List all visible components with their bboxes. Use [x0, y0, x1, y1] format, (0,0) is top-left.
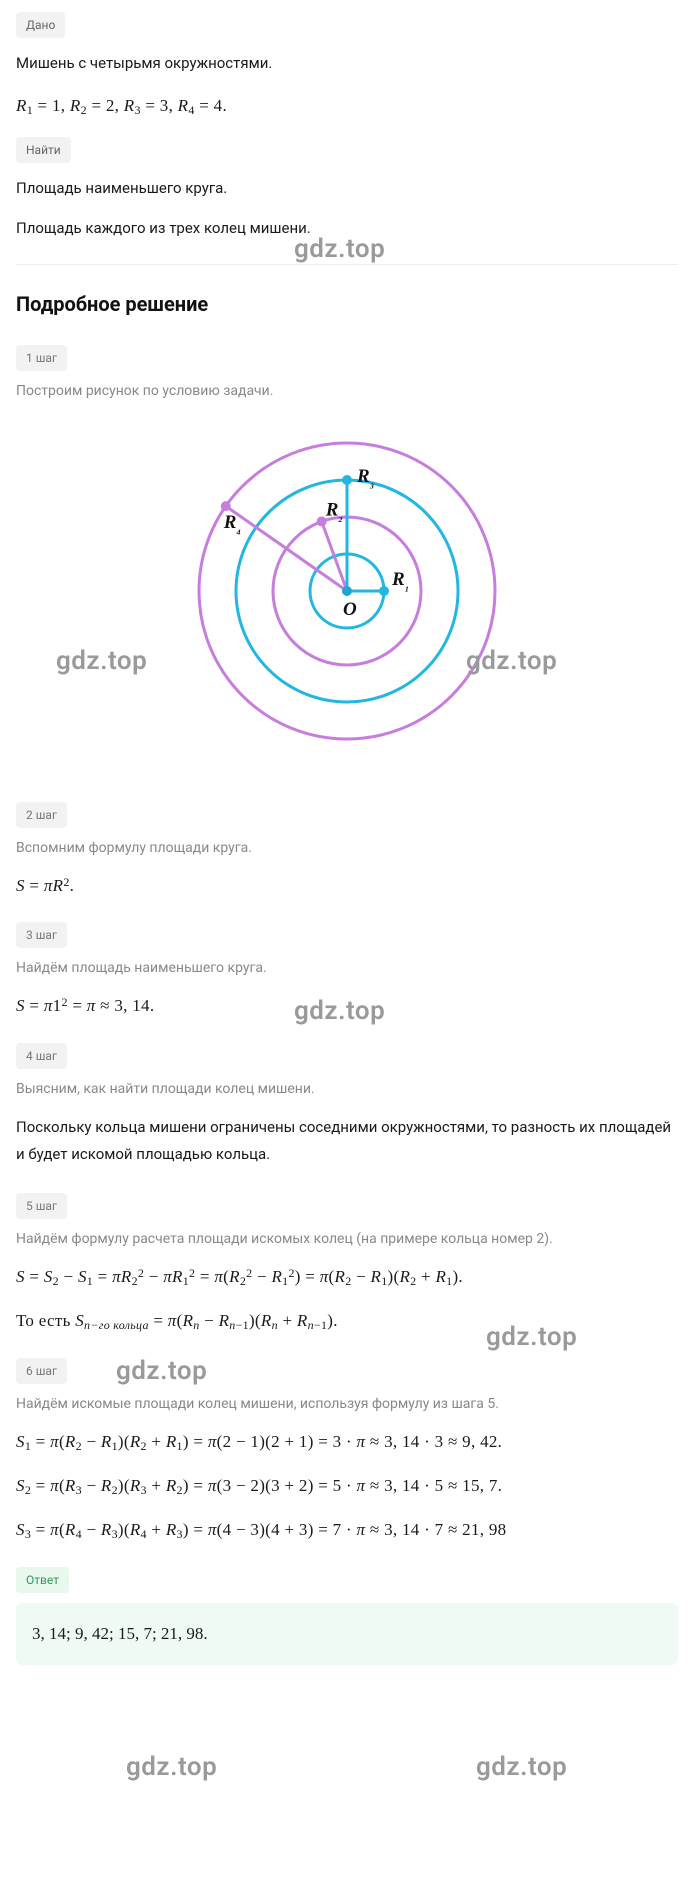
diagram-container: R₁R₂R₃R₄O — [16, 416, 678, 776]
step2-formula: S = πR2. — [16, 873, 678, 899]
svg-text:R₁: R₁ — [391, 569, 409, 592]
svg-text:R₃: R₃ — [356, 466, 374, 489]
find-tag: Найти — [16, 137, 71, 163]
step2-tag: 2 шаг — [16, 802, 67, 828]
find-line1: Площадь наименьшего круга. — [16, 177, 678, 200]
step2-desc: Вспомним формулу площади круга. — [16, 838, 678, 859]
watermark: gdz.top — [116, 1352, 207, 1391]
step3-desc: Найдём площадь наименьшего круга. — [16, 958, 678, 979]
step4-body: Поскольку кольца мишени ограничены сосед… — [16, 1114, 678, 1170]
step5-formula1: S = S2 − S1 = πR22 − πR12 = π(R22 − R12)… — [16, 1264, 678, 1290]
given-tag: Дано — [16, 12, 65, 38]
given-formula: R1 = 1, R2 = 2, R3 = 3, R4 = 4. — [16, 93, 678, 119]
divider — [16, 264, 678, 265]
step6-f2: S2 = π(R3 − R2)(R3 + R2) = π(3 − 2)(3 + … — [16, 1473, 678, 1499]
step1-tag: 1 шаг — [16, 345, 67, 371]
step5-tag: 5 шаг — [16, 1193, 67, 1219]
step6-f1: S1 = π(R2 − R1)(R2 + R1) = π(2 − 1)(2 + … — [16, 1429, 678, 1455]
step1-desc: Построим рисунок по условию задачи. — [16, 381, 678, 402]
watermark: gdz.top — [126, 1748, 217, 1787]
step4-tag: 4 шаг — [16, 1043, 67, 1069]
step3-formula: S = π12 = π ≈ 3, 14. — [16, 993, 678, 1019]
step3-tag: 3 шаг — [16, 922, 67, 948]
step6-desc: Найдём искомые площади колец мишени, исп… — [16, 1394, 678, 1415]
solution-heading: Подробное решение — [16, 289, 678, 319]
svg-text:R₂: R₂ — [325, 499, 343, 522]
answer-box: 3, 14; 9, 42; 15, 7; 21, 98. — [16, 1603, 678, 1665]
target-diagram: R₁R₂R₃R₄O — [182, 416, 512, 746]
watermark: gdz.top — [476, 1748, 567, 1787]
step5-formula2: То есть Sn−го кольца = π(Rn − Rn−1)(Rn +… — [16, 1308, 678, 1334]
step5-desc: Найдём формулу расчета площади искомых к… — [16, 1229, 678, 1250]
svg-text:O: O — [343, 599, 357, 620]
step4-desc: Выясним, как найти площади колец мишени. — [16, 1079, 678, 1100]
step6-tag: 6 шаг — [16, 1358, 67, 1384]
answer-tag: Ответ — [16, 1567, 69, 1593]
given-line1: Мишень с четырьмя окружностями. — [16, 52, 678, 75]
find-line2: Площадь каждого из трех колец мишени. — [16, 217, 678, 240]
step6-f3: S3 = π(R4 − R3)(R4 + R3) = π(4 − 3)(4 + … — [16, 1517, 678, 1543]
